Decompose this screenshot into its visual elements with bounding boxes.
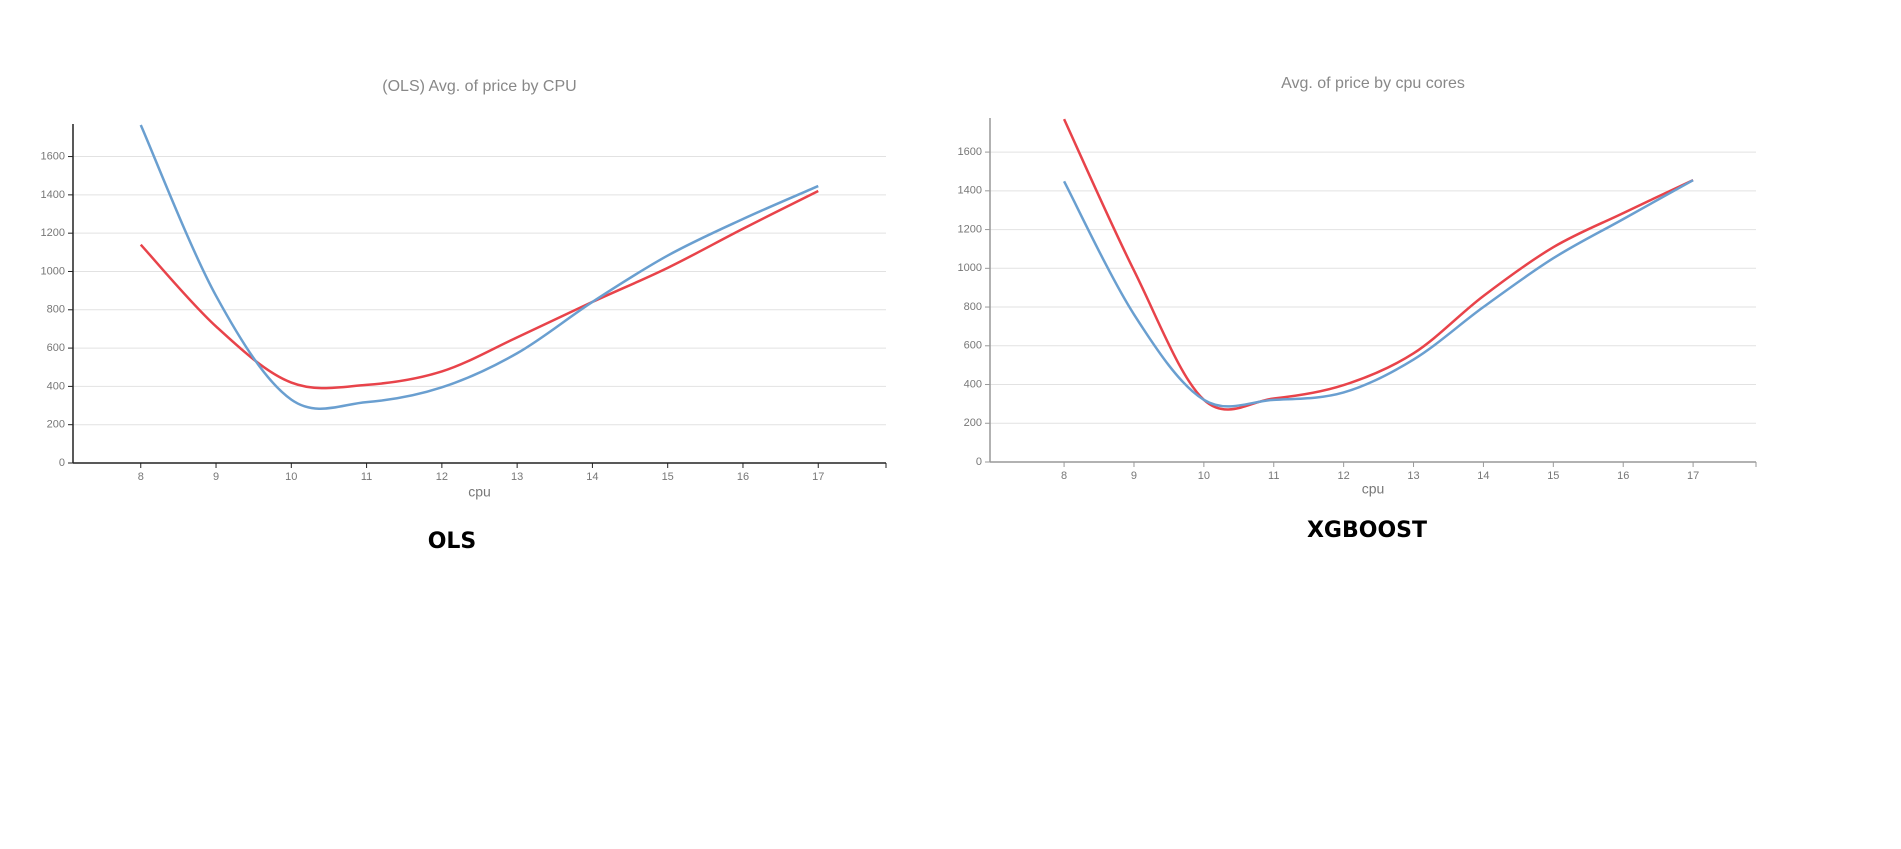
x-tick-label: 12 — [1338, 470, 1350, 482]
y-tick-label: 1400 — [958, 185, 982, 197]
x-tick-label: 16 — [737, 471, 749, 483]
y-tick-label: 1600 — [41, 150, 65, 162]
x-tick-label: 11 — [361, 471, 372, 483]
x-tick-label: 10 — [285, 471, 297, 483]
y-tick-label: 400 — [964, 378, 982, 390]
y-tick-label: 0 — [976, 456, 982, 468]
x-tick-label: 14 — [1477, 470, 1489, 482]
x-tick-label: 17 — [1687, 470, 1699, 482]
x-tick-label: 13 — [1407, 470, 1419, 482]
y-tick-label: 800 — [964, 301, 982, 313]
x-tick-label: 9 — [213, 471, 219, 483]
y-tick-label: 200 — [964, 417, 982, 429]
y-tick-label: 600 — [964, 340, 982, 352]
series-line — [1062, 118, 1694, 411]
y-tick-label: 1200 — [41, 227, 65, 239]
x-tick-label: 11 — [1268, 470, 1279, 482]
y-tick-label: 400 — [47, 380, 65, 392]
chart-caption: OLS — [428, 529, 477, 554]
x-tick-label: 9 — [1131, 470, 1137, 482]
series-line — [139, 189, 819, 390]
chart-title: (OLS) Avg. of price by CPU — [382, 78, 576, 95]
x-tick-label: 8 — [138, 471, 144, 483]
x-tick-label: 15 — [1547, 470, 1559, 482]
y-tick-label: 1600 — [958, 146, 982, 158]
x-tick-label: 15 — [662, 471, 674, 483]
y-tick-label: 1000 — [41, 265, 65, 277]
x-tick-label: 17 — [812, 471, 824, 483]
y-tick-label: 1400 — [41, 189, 65, 201]
x-tick-label: 13 — [511, 471, 523, 483]
y-tick-label: 800 — [47, 304, 65, 316]
y-tick-label: 200 — [47, 419, 65, 431]
x-tick-label: 16 — [1617, 470, 1629, 482]
x-tick-label: 10 — [1198, 470, 1210, 482]
chart-caption: XGBOOST — [1307, 518, 1427, 543]
y-tick-label: 1000 — [958, 262, 982, 274]
series-line — [139, 124, 819, 410]
x-axis-label: cpu — [468, 484, 491, 500]
x-tick-label: 8 — [1061, 470, 1067, 482]
x-tick-label: 14 — [586, 471, 598, 483]
y-tick-label: 600 — [47, 342, 65, 354]
chart-title: Avg. of price by cpu cores — [1281, 75, 1465, 92]
series-line — [1062, 179, 1694, 408]
y-tick-label: 1200 — [958, 223, 982, 235]
x-tick-label: 12 — [436, 471, 448, 483]
y-tick-label: 0 — [59, 457, 65, 469]
x-axis-label: cpu — [1362, 481, 1385, 497]
